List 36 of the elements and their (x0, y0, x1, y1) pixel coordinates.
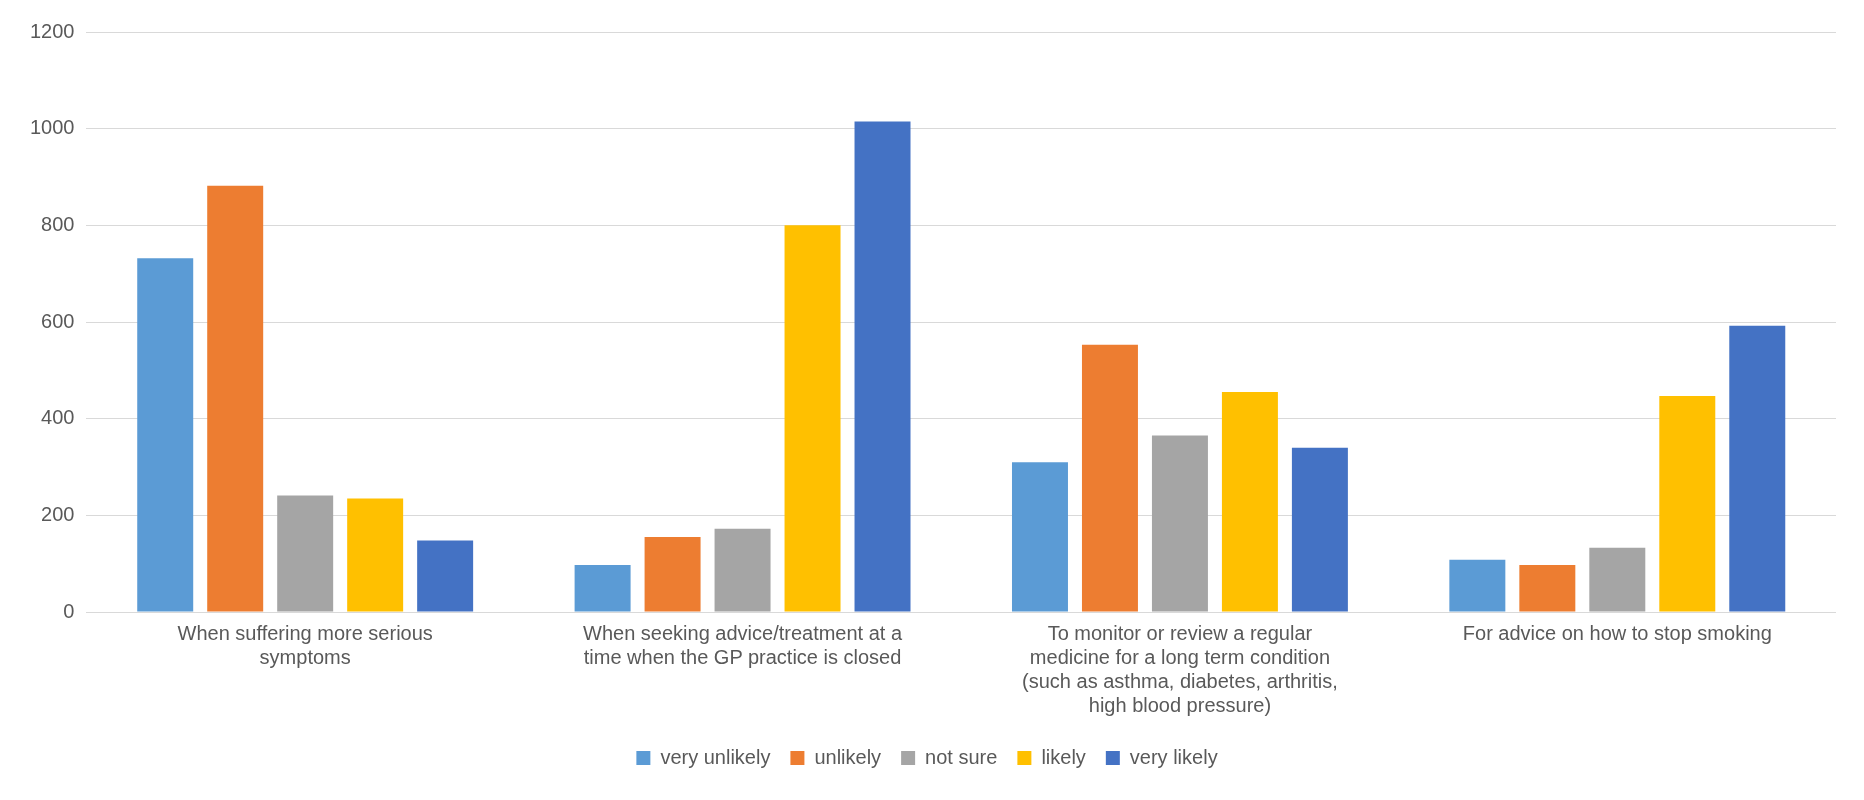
bar (1221, 392, 1278, 612)
bar (1151, 435, 1208, 612)
bar (137, 258, 194, 612)
x-tick-label: For advice on how to stop smoking (1462, 621, 1772, 644)
legend-label: very likely (1129, 745, 1218, 768)
bar (1011, 462, 1068, 612)
x-tick-label: To monitor or review a regular medicine for a long term condition (such as asthma, diabetes, arthritis, high blood pressure) (1022, 621, 1338, 716)
legend-label: very unlikely (660, 745, 771, 768)
y-tick-label: 400 (41, 406, 75, 429)
x-tick-label: When seeking advice/treatment at a time when the GP practice is closed (583, 621, 903, 668)
bar (1729, 325, 1786, 612)
legend-label: unlikely (814, 745, 882, 768)
bar (574, 565, 631, 612)
y-tick-label: 1200 (29, 19, 75, 42)
bar (1449, 559, 1506, 612)
bar (644, 537, 701, 612)
bar (784, 225, 841, 612)
bar (347, 498, 404, 612)
bar (1589, 547, 1646, 612)
bar (277, 495, 334, 612)
bar (417, 540, 474, 612)
bar (1519, 565, 1576, 612)
bar (714, 528, 771, 612)
y-tick-label: 0 (63, 599, 75, 622)
bar (1291, 447, 1348, 612)
x-tick-label: When suffering more serious symptoms (177, 621, 433, 668)
bar (207, 185, 264, 612)
y-tick-label: 600 (41, 309, 75, 332)
bar (1659, 395, 1716, 612)
legend-label: not sure (925, 745, 998, 768)
legend-label: likely (1041, 745, 1086, 768)
bar (1081, 344, 1138, 612)
y-tick-label: 200 (41, 502, 75, 525)
bar (854, 121, 911, 612)
y-tick-label: 1000 (29, 116, 75, 139)
y-tick-label: 800 (41, 212, 75, 235)
